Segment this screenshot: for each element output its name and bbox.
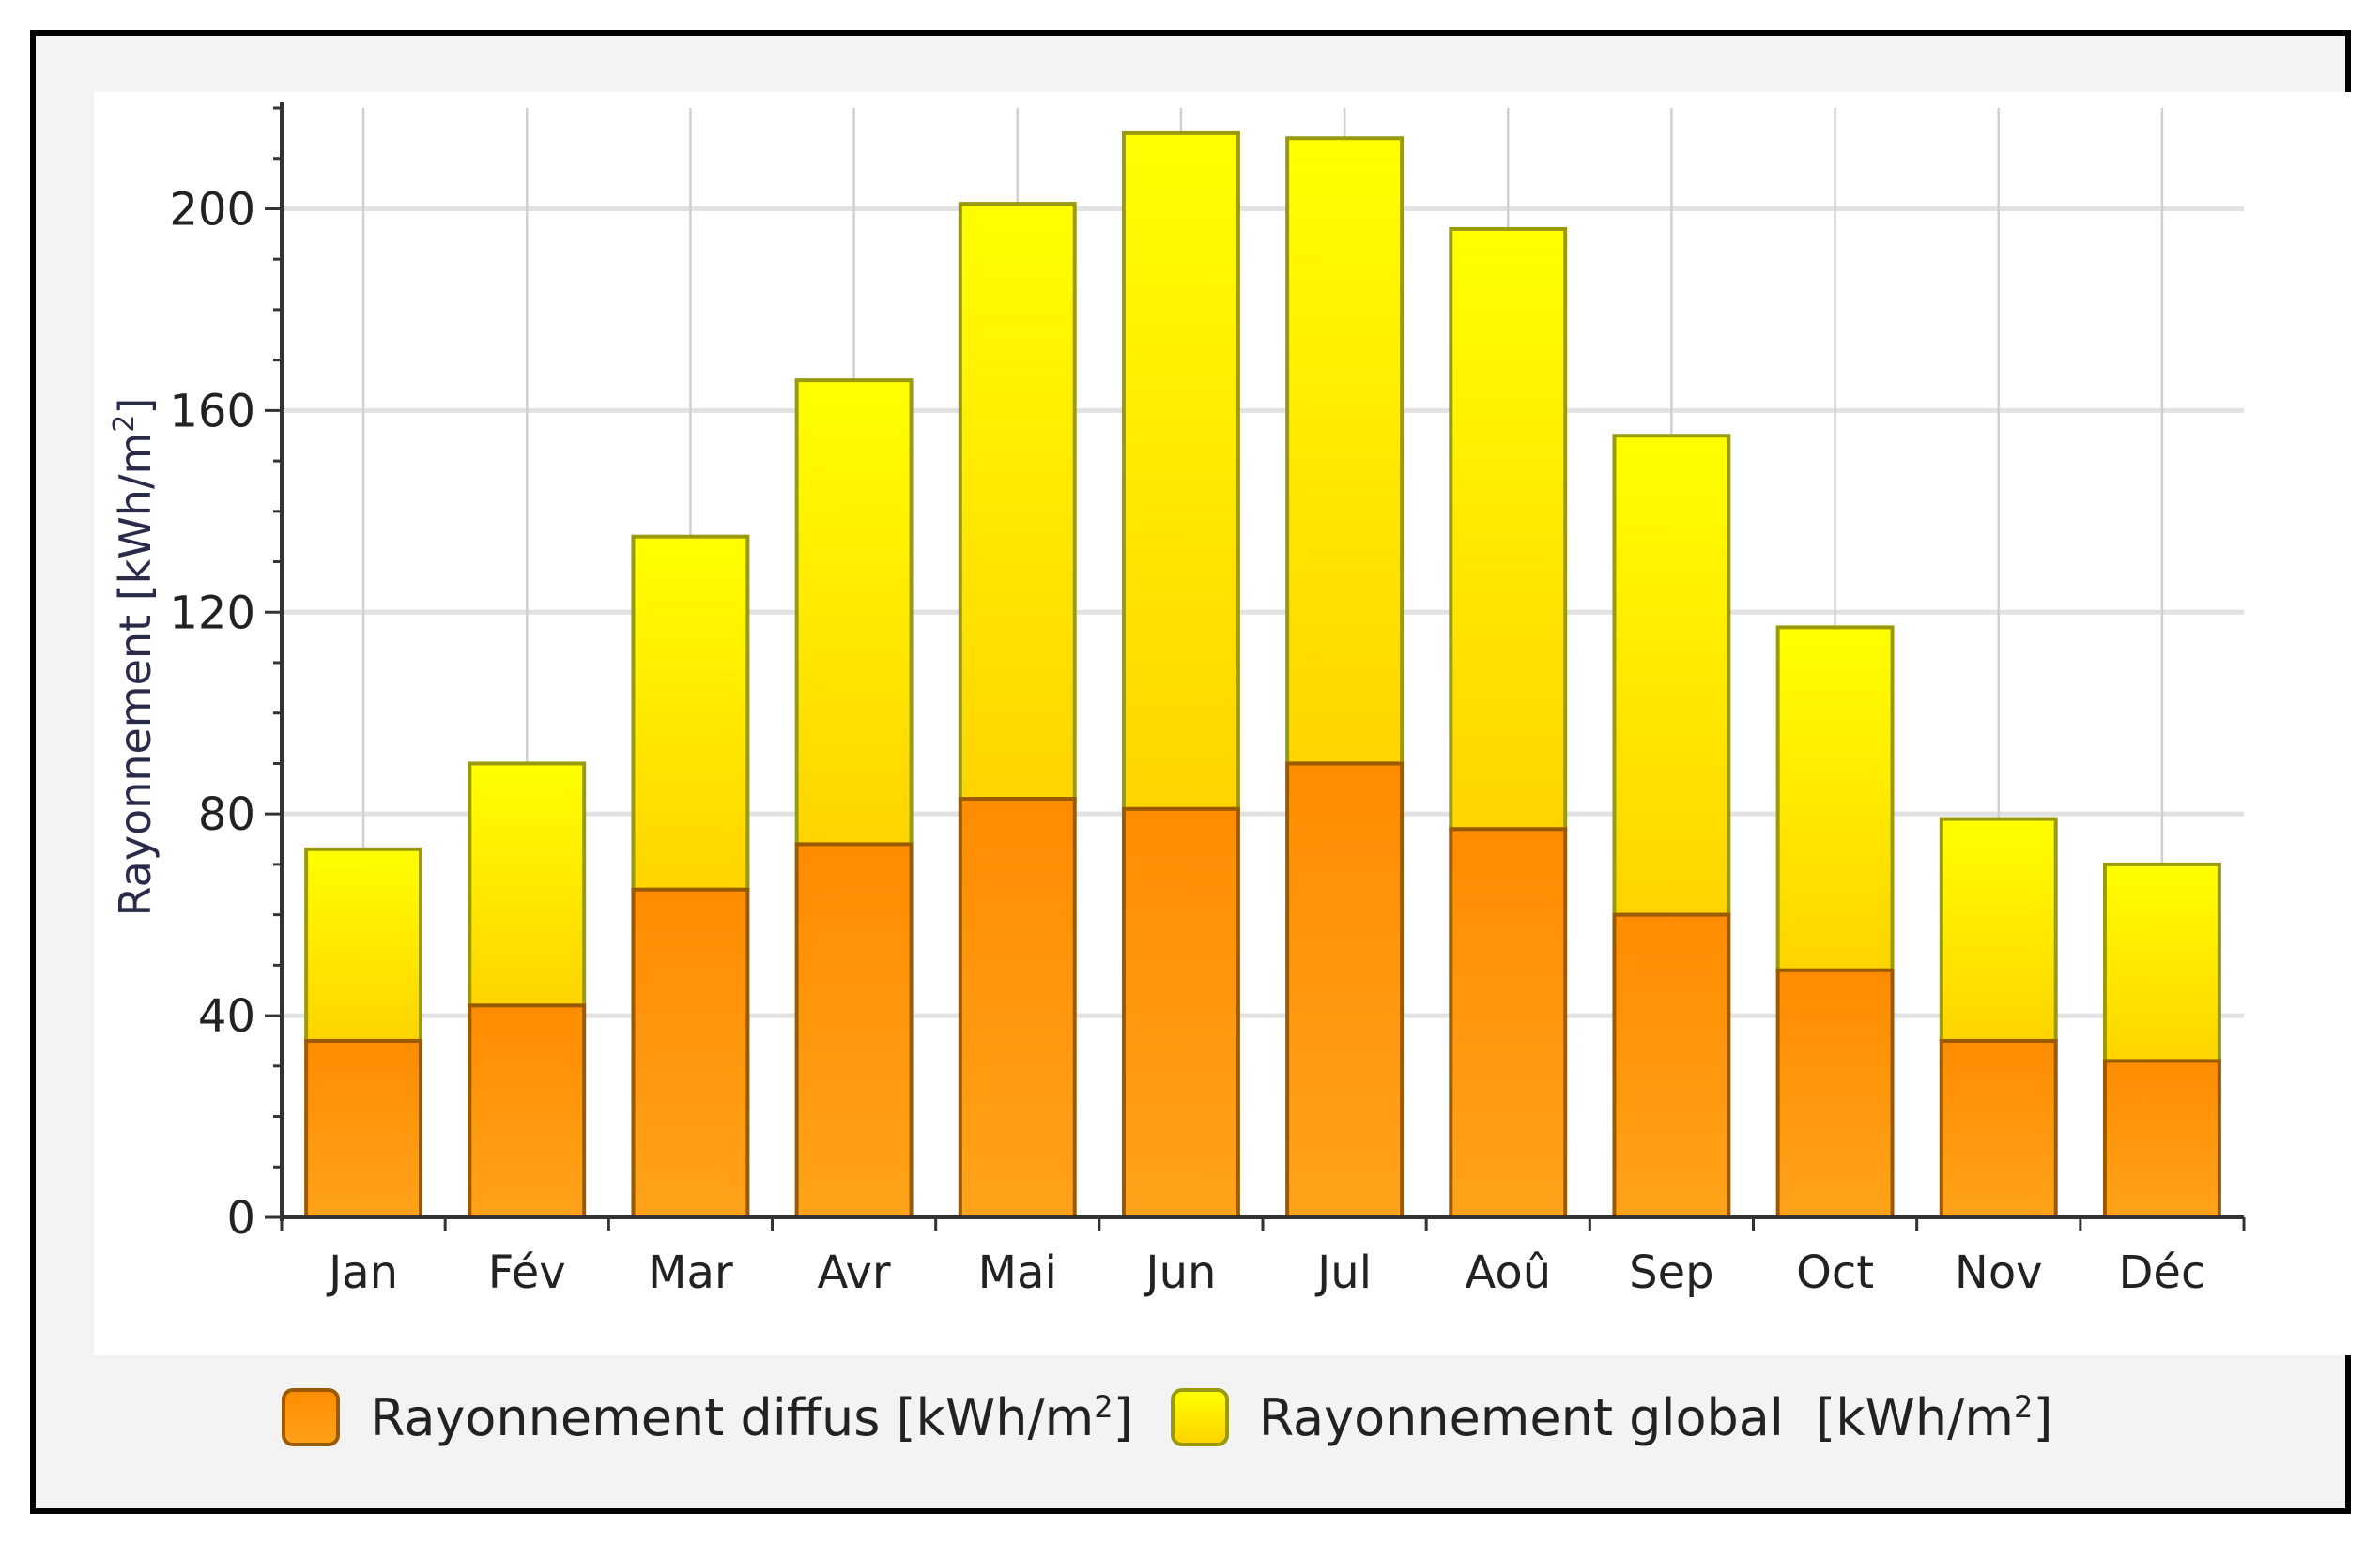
legend-swatch-diffus <box>282 1388 340 1446</box>
x-tick-label: Aoû <box>1465 1246 1551 1299</box>
legend-item-diffus[interactable]: Rayonnement diffus [kWh/m2] <box>282 1388 1133 1447</box>
bar-diffus[interactable] <box>1449 827 1568 1219</box>
legend-label-global-text: Rayonnement global [kWh/m <box>1258 1387 2014 1447</box>
bar-global[interactable] <box>958 202 1077 802</box>
bar-global[interactable] <box>1449 226 1568 832</box>
bar-diffus[interactable] <box>631 887 750 1219</box>
y-axis-title-text: Rayonnement [kWh/m <box>110 433 161 917</box>
legend: Rayonnement diffus [kWh/m2] Rayonnement … <box>282 1375 2052 1460</box>
legend-swatch-global <box>1170 1388 1229 1446</box>
legend-label-global-close: ] <box>2033 1387 2053 1447</box>
axis-layer <box>265 102 2246 1231</box>
y-tick-label: 160 <box>169 385 255 437</box>
bar-global[interactable] <box>1939 817 2058 1043</box>
y-axis-title-close: ] <box>110 398 161 415</box>
legend-label-diffus-close: ] <box>1113 1387 1133 1447</box>
bar-diffus[interactable] <box>1285 761 1405 1219</box>
x-tick-label: Avr <box>817 1246 890 1299</box>
bar-global[interactable] <box>304 847 423 1043</box>
y-axis-title-superscript: 2 <box>108 415 141 433</box>
legend-label-diffus: Rayonnement diffus [kWh/m2] <box>370 1388 1133 1447</box>
bar-diffus[interactable] <box>1612 912 1731 1219</box>
x-tick-label: Nov <box>1955 1246 2043 1299</box>
bar-diffus[interactable] <box>304 1038 423 1220</box>
bar-diffus[interactable] <box>794 842 914 1219</box>
legend-label-global: Rayonnement global [kWh/m2] <box>1259 1388 2053 1447</box>
bar-global[interactable] <box>468 761 587 1008</box>
legend-label-diffus-sup: 2 <box>1094 1388 1113 1425</box>
bar-global[interactable] <box>1121 130 1240 811</box>
y-tick-label: 40 <box>198 990 255 1043</box>
bar-diffus[interactable] <box>468 1003 587 1219</box>
x-tick-label: Sep <box>1629 1246 1713 1299</box>
legend-item-global[interactable]: Rayonnement global [kWh/m2] <box>1170 1388 2053 1447</box>
x-tick-label: Jun <box>1143 1246 1216 1299</box>
bar-diffus[interactable] <box>2102 1059 2221 1219</box>
bar-diffus[interactable] <box>1121 806 1240 1219</box>
legend-label-global-sup: 2 <box>2013 1388 2034 1425</box>
x-tick-label: Jul <box>1314 1246 1372 1299</box>
bar-diffus[interactable] <box>1775 968 1895 1219</box>
bar-global[interactable] <box>1612 434 1731 917</box>
legend-label-diffus-text: Rayonnement diffus [kWh/m <box>370 1387 1095 1447</box>
bar-diffus[interactable] <box>958 797 1077 1220</box>
x-tick-label: Mar <box>648 1246 733 1299</box>
bar-diffus[interactable] <box>1939 1038 2058 1220</box>
y-tick-label: 0 <box>226 1192 255 1245</box>
x-tick-label: Jan <box>326 1246 398 1299</box>
y-tick-label: 200 <box>169 183 255 236</box>
bar-global[interactable] <box>631 534 750 892</box>
y-axis-title: Rayonnement [kWh/m2] <box>108 398 161 917</box>
bar-global[interactable] <box>1775 625 1895 972</box>
y-tick-label: 80 <box>198 788 255 841</box>
x-tick-label: Oct <box>1796 1246 1874 1299</box>
x-tick-label: Déc <box>2118 1246 2205 1299</box>
bar-global[interactable] <box>1285 136 1405 766</box>
bar-global[interactable] <box>794 378 914 847</box>
bar-global[interactable] <box>2102 862 2221 1063</box>
x-tick-label: Mai <box>978 1246 1057 1299</box>
y-tick-label: 120 <box>169 587 255 639</box>
labels-layer: 0 40 80 120 160 200 Jan Fév Mar Avr Mai Jun Jul Aoû Se… <box>169 183 2205 1299</box>
x-tick-label: Fév <box>488 1246 566 1299</box>
bars-layer <box>304 130 2221 1220</box>
